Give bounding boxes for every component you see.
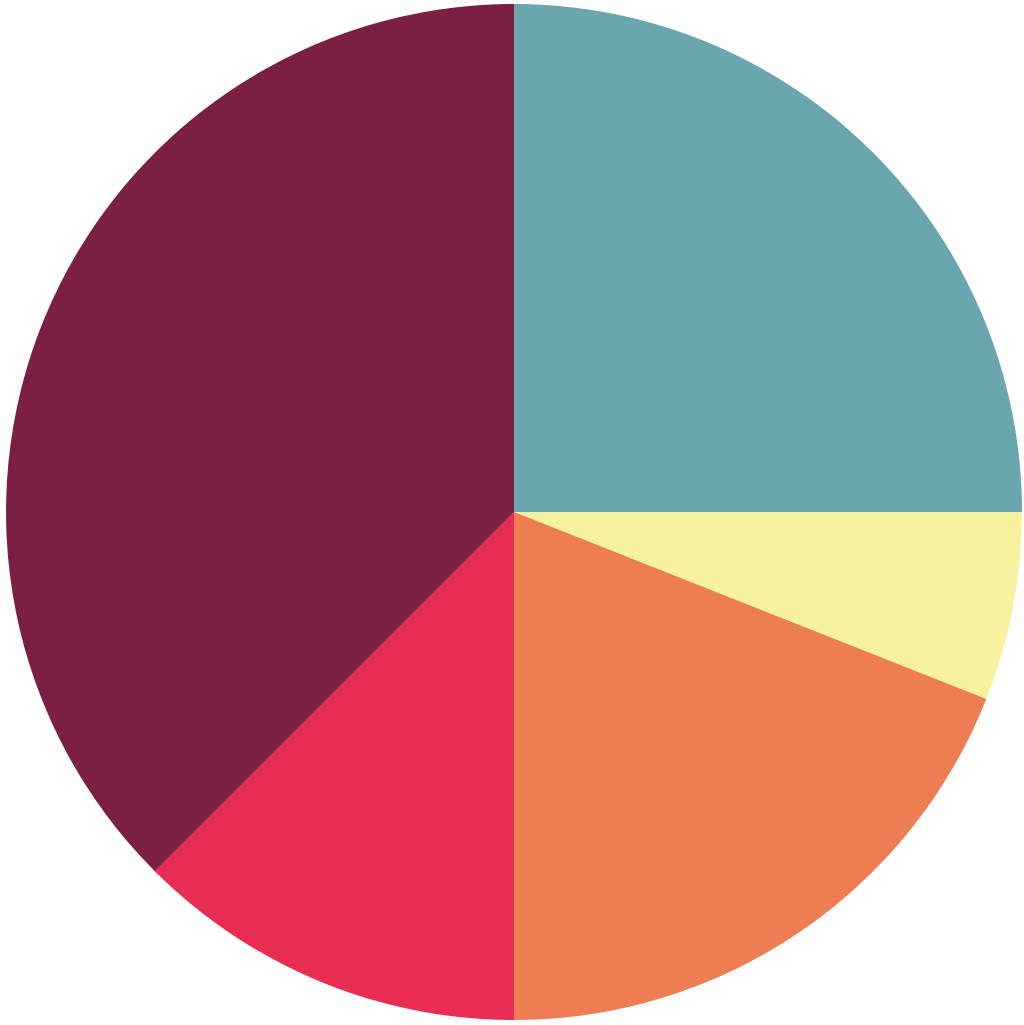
pie-slice-1	[514, 4, 1022, 512]
pie-slice-4	[154, 512, 515, 1020]
pie-slice-3	[514, 512, 987, 1020]
pie-slices	[6, 4, 1022, 1020]
pie-slice-5	[6, 4, 515, 872]
pie-slice-2	[514, 512, 1022, 700]
